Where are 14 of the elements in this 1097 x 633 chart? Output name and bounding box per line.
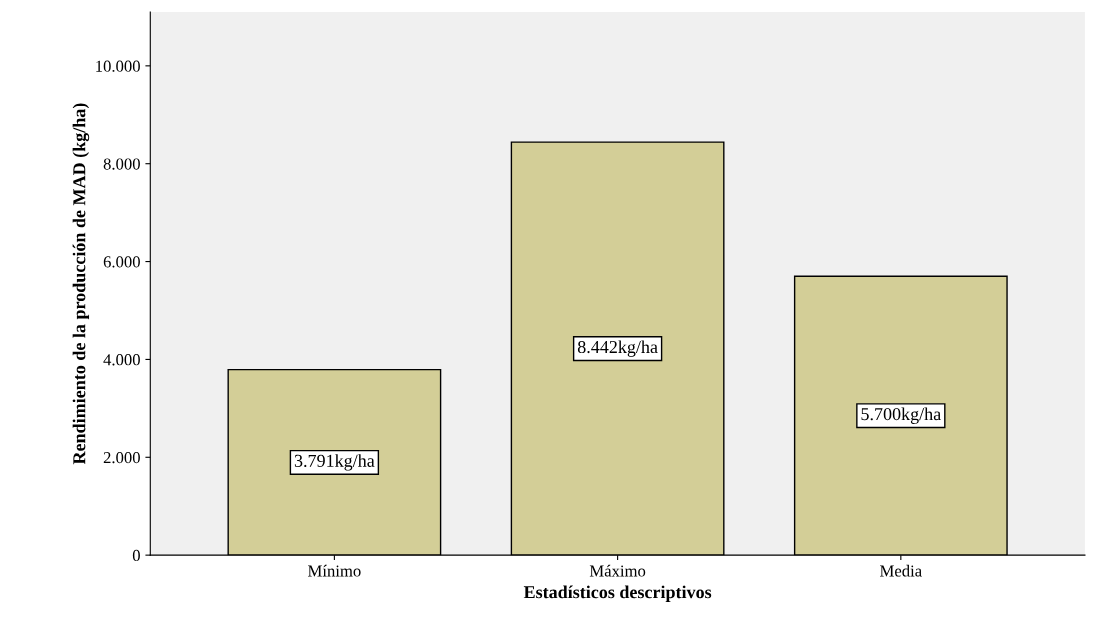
x-tick-label: Mínimo xyxy=(308,564,361,577)
data-label: 8.442kg/ha xyxy=(577,340,658,357)
data-label: 3.791kg/ha xyxy=(294,454,375,471)
y-tick-label: 0 xyxy=(132,549,140,562)
y-axis-title: Rendimiento de la producción de MAD (kg/ha) xyxy=(72,103,90,465)
y-tick-label: 4.000 xyxy=(103,354,140,366)
x-tick-label: Máximo xyxy=(589,564,646,577)
data-label: 5.700kg/ha xyxy=(861,407,941,424)
x-axis-title: Estadísticos descriptivos xyxy=(523,585,712,602)
y-tick-label: 10.000 xyxy=(96,60,140,72)
y-tick-label: 2.000 xyxy=(103,451,140,464)
y-tick-label: 6.000 xyxy=(103,256,140,268)
x-tick-label: Media xyxy=(880,564,922,577)
y-tick-label: 8.000 xyxy=(103,158,140,170)
